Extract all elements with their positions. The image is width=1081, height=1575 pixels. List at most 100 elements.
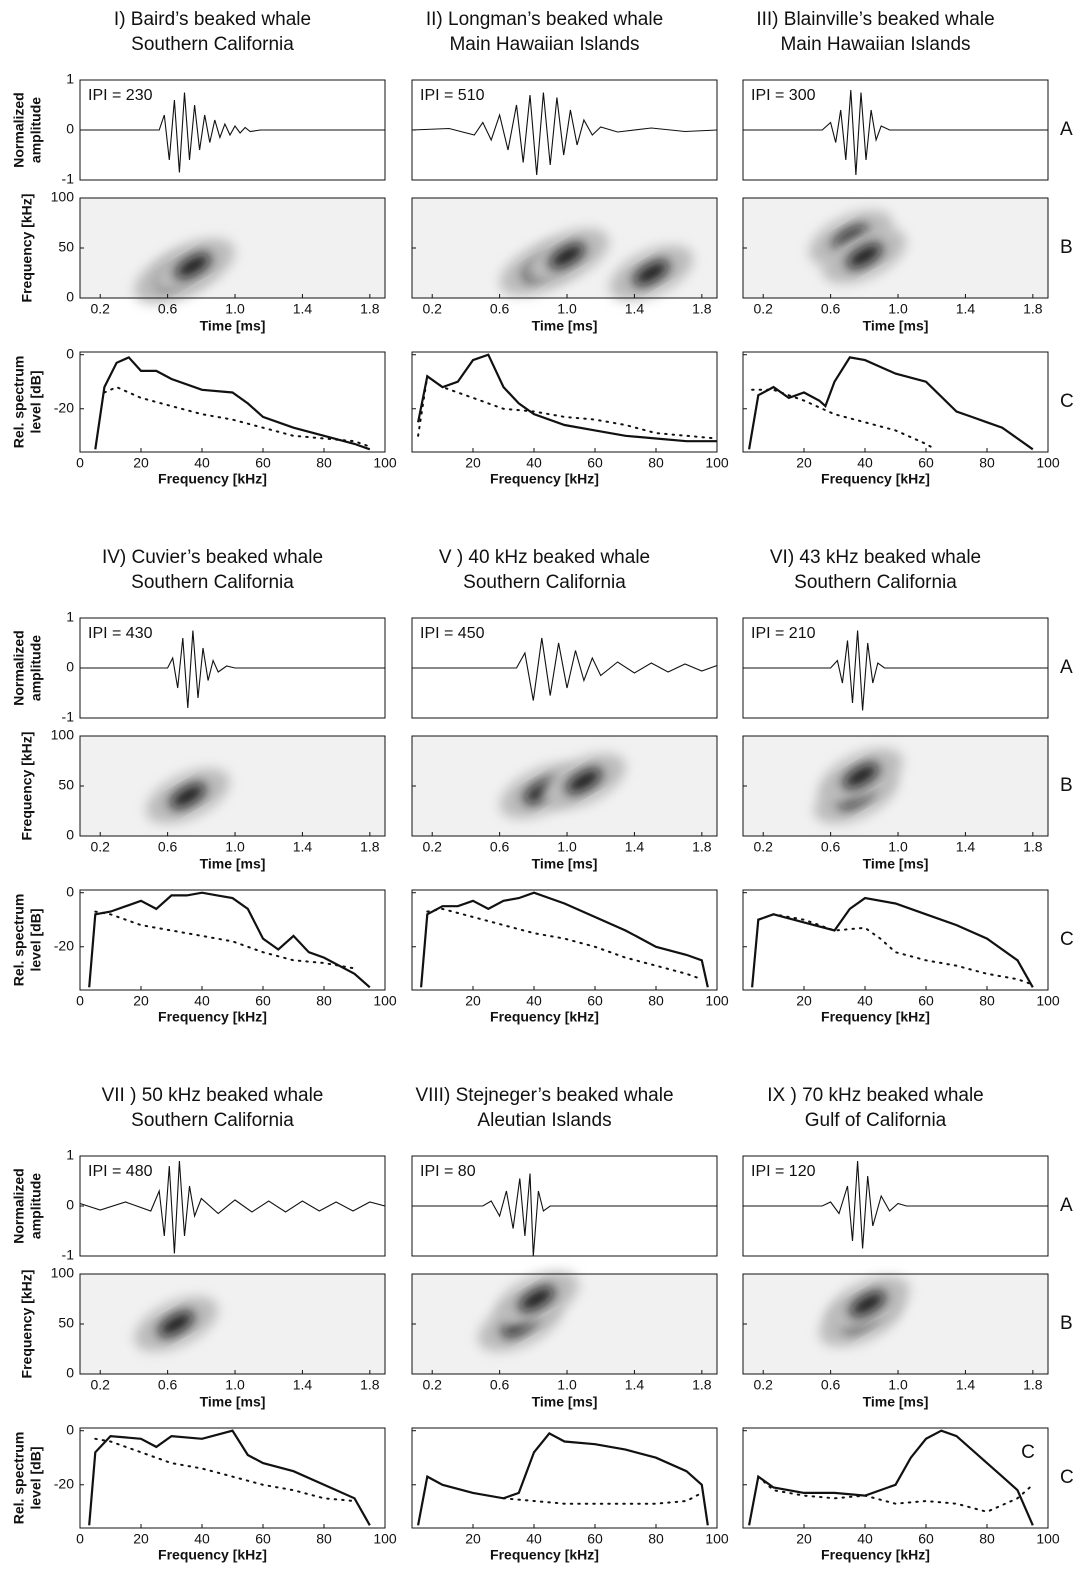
y-axis-label: Frequency [kHz] [19, 1270, 35, 1379]
y-axis-label: level [dB] [28, 370, 44, 433]
spectrum-frame [411, 889, 718, 991]
x-tick-label: 1.4 [956, 301, 976, 317]
x-tick-label: 1.8 [360, 839, 380, 855]
click-spectrum [748, 1429, 1034, 1526]
panel-title: IV) Cuvier’s beaked whale [102, 547, 323, 568]
ipi-label: IPI = 300 [751, 87, 816, 104]
x-tick-label: 0.2 [422, 1377, 442, 1393]
panel-letter: B [1060, 1313, 1073, 1334]
x-tick-label: 1.0 [888, 1377, 908, 1393]
spectrum-frame [79, 889, 386, 991]
y-tick-label: 0 [66, 659, 74, 675]
x-axis-label: Time [ms] [863, 1394, 929, 1410]
x-axis-label: Frequency [kHz] [821, 1547, 930, 1563]
waveform [412, 1173, 717, 1257]
x-tick-label: 40 [526, 455, 542, 471]
y-tick-label: 0 [66, 883, 74, 899]
waveform [743, 89, 1048, 176]
panel-letter: C [1060, 929, 1074, 950]
x-axis-label: Frequency [kHz] [490, 1009, 599, 1025]
waveform [743, 1160, 1048, 1249]
panel-letter: A [1060, 1195, 1073, 1216]
y-tick-label: -1 [62, 709, 75, 725]
panel-letter: C [1060, 391, 1074, 412]
x-tick-label: 60 [255, 993, 271, 1009]
x-axis-label: Frequency [kHz] [158, 1009, 267, 1025]
x-tick-label: 80 [316, 1531, 332, 1547]
x-tick-label: 0.6 [158, 839, 178, 855]
x-tick-label: 40 [194, 455, 210, 471]
spectrogram-peak [633, 260, 670, 286]
x-tick-label: 1.4 [625, 1377, 645, 1393]
waveform [743, 630, 1048, 711]
x-tick-label: 40 [857, 455, 873, 471]
x-axis-label: Time [ms] [532, 318, 598, 334]
x-tick-label: 20 [133, 1531, 149, 1547]
click-spectrum [420, 891, 709, 988]
x-tick-label: 40 [526, 1531, 542, 1547]
x-tick-label: 100 [705, 455, 729, 471]
y-tick-label: 0 [66, 1421, 74, 1437]
click-spectrum [88, 1429, 371, 1526]
spectrogram-blobs [499, 228, 694, 301]
x-axis-label: Frequency [kHz] [490, 471, 599, 487]
spectrum-frame [742, 889, 1049, 991]
x-tick-label: 60 [255, 1531, 271, 1547]
x-tick-label: 1.0 [557, 839, 577, 855]
x-tick-label: 1.4 [956, 1377, 976, 1393]
panel-title: II) Longman’s beaked whale [426, 9, 663, 30]
y-tick-label: 50 [58, 777, 74, 793]
x-tick-label: 0.2 [753, 301, 773, 317]
x-tick-label: 80 [316, 993, 332, 1009]
waveform [80, 92, 385, 173]
x-tick-label: 0 [76, 993, 84, 1009]
panel-title: Aleutian Islands [477, 1110, 611, 1131]
x-axis-label: Time [ms] [863, 856, 929, 872]
x-tick-label: 100 [373, 1531, 397, 1547]
x-tick-label: 40 [526, 993, 542, 1009]
x-tick-label: 1.0 [225, 1377, 245, 1393]
panel-title: VIII) Stejneger’s beaked whale [415, 1085, 673, 1106]
waveform-frame [79, 1155, 386, 1257]
noise-spectrum [103, 386, 371, 448]
x-tick-label: 1.8 [692, 1377, 712, 1393]
spectrogram-blobs [134, 1296, 218, 1352]
x-axis-label: Frequency [kHz] [158, 471, 267, 487]
spectrogram-blobs [478, 1271, 579, 1352]
x-tick-label: 1.8 [692, 301, 712, 317]
noise-spectrum [94, 910, 356, 970]
x-tick-label: 100 [1036, 993, 1060, 1009]
panel-title: Gulf of California [805, 1110, 947, 1131]
y-tick-label: 0 [66, 121, 74, 137]
noise-spectrum [94, 1437, 356, 1502]
noise-spectrum [502, 1491, 703, 1505]
panel-title: VII ) 50 kHz beaked whale [102, 1085, 324, 1106]
x-tick-label: 80 [979, 993, 995, 1009]
y-tick-label: 0 [66, 827, 74, 843]
click-spectrum [748, 356, 1034, 451]
spectrogram-frame [79, 735, 386, 837]
x-tick-label: 1.8 [1023, 301, 1043, 317]
y-axis-label: Normalized [11, 92, 27, 167]
spectrum-frame [411, 1427, 718, 1529]
click-spectrum [94, 356, 371, 451]
panel-title: IX ) 70 kHz beaked whale [767, 1085, 984, 1106]
spectrogram-peak [518, 1286, 555, 1312]
waveform [80, 630, 385, 709]
panel-title: Main Hawaiian Islands [780, 34, 970, 55]
spectrogram-blobs [146, 768, 230, 824]
click-spectrum [88, 891, 371, 989]
spectrogram-peak [158, 1311, 194, 1337]
spectrogram-blobs [819, 1276, 910, 1347]
y-tick-label: 1 [66, 71, 74, 87]
x-tick-label: 100 [1036, 1531, 1060, 1547]
x-axis-label: Frequency [kHz] [821, 471, 930, 487]
waveform [411, 92, 718, 176]
x-tick-label: 40 [194, 993, 210, 1009]
noise-spectrum [426, 907, 703, 981]
ipi-label: IPI = 480 [88, 1163, 153, 1180]
panel-letter: B [1060, 775, 1073, 796]
x-tick-label: 0.2 [422, 301, 442, 317]
spectrogram-frame [79, 1273, 386, 1375]
